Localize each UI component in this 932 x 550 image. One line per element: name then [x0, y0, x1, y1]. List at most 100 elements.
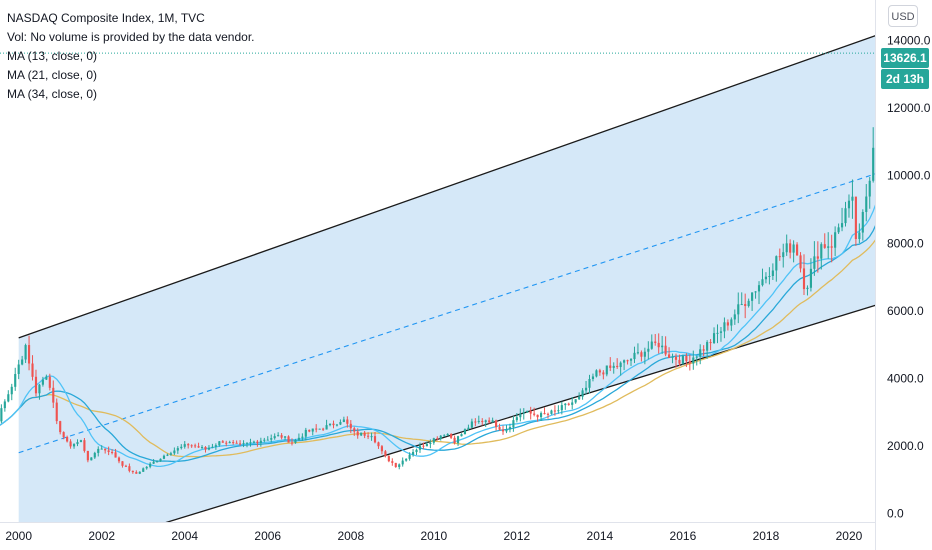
candle-body — [526, 410, 529, 413]
candle-body — [135, 472, 138, 474]
x-tick-label: 2008 — [337, 529, 364, 543]
candle-body — [550, 410, 553, 414]
candle-body — [609, 365, 612, 368]
candle-body — [290, 442, 294, 444]
candle-body — [557, 410, 560, 412]
x-tick-label: 2000 — [5, 529, 32, 543]
candle-body — [647, 348, 650, 352]
candle-body — [629, 359, 633, 361]
last-price-tag: 13626.1 — [881, 48, 929, 68]
candle-body — [529, 410, 532, 414]
candle-body — [45, 376, 48, 380]
candle-body — [325, 425, 328, 430]
candle-body — [162, 455, 166, 459]
candle-body — [785, 243, 788, 253]
legend-ma34[interactable]: MA (34, close, 0) — [7, 87, 98, 101]
candle-body — [837, 227, 840, 233]
candle-body — [650, 341, 653, 349]
candle-body — [560, 405, 563, 411]
candle-body — [59, 421, 62, 433]
candle-body — [733, 314, 736, 320]
candle-body — [221, 441, 224, 443]
countdown-tag: 2d 13h — [881, 69, 929, 89]
candle-body — [605, 365, 608, 375]
candle-body — [31, 363, 34, 377]
candle-body — [626, 360, 629, 362]
candle-body — [546, 413, 550, 415]
currency-button[interactable]: USD — [888, 5, 918, 27]
candle-body — [854, 196, 857, 240]
candle-body — [681, 356, 684, 364]
candle-body — [218, 441, 221, 446]
candle-body — [782, 252, 785, 258]
candle-body — [104, 448, 107, 451]
candle-body — [775, 256, 778, 271]
candle-body — [574, 399, 577, 403]
channel-fill — [18, 35, 875, 522]
candle-body — [114, 452, 117, 458]
candle-body — [439, 435, 442, 439]
candle-body — [408, 454, 411, 459]
candle-body — [654, 341, 657, 343]
candle-body — [315, 428, 318, 430]
candle-body — [858, 232, 861, 240]
legend-ma21[interactable]: MA (21, close, 0) — [7, 68, 98, 82]
candle-body — [107, 450, 110, 452]
x-tick-label: 2006 — [254, 529, 281, 543]
candle-body — [470, 421, 473, 428]
candle-body — [270, 438, 273, 440]
candle-body — [266, 439, 269, 441]
candle-body — [730, 319, 733, 326]
candle-body — [553, 410, 556, 412]
candle-body — [335, 424, 339, 426]
candle-body — [533, 413, 536, 415]
candle-body — [830, 246, 833, 248]
candle-body — [273, 436, 276, 439]
legend-ma13[interactable]: MA (13, close, 0) — [7, 49, 98, 63]
candle-body — [391, 461, 394, 463]
candle-body — [802, 268, 806, 290]
candle-body — [751, 292, 754, 301]
candle-body — [166, 454, 169, 456]
candle-body — [536, 414, 539, 418]
candle-body — [671, 356, 674, 358]
candle-body — [778, 256, 781, 258]
candle-body — [117, 457, 121, 462]
candle-body — [7, 394, 10, 402]
candle-body — [17, 364, 20, 375]
candle-body — [709, 342, 712, 344]
candle-body — [155, 461, 159, 463]
candle-body — [716, 332, 719, 334]
channel-lower-line — [165, 304, 875, 522]
x-tick-label: 2014 — [587, 529, 614, 543]
candle-body — [809, 268, 812, 288]
candle-body — [796, 244, 799, 256]
candle-body — [450, 433, 453, 438]
candle-body — [24, 345, 27, 360]
candle-body — [10, 386, 13, 395]
candle-body — [723, 322, 726, 332]
y-tick-label: 2000.0 — [887, 439, 924, 453]
candle-body — [861, 211, 864, 233]
candle-body — [792, 244, 795, 253]
candle-body — [124, 465, 127, 467]
candle-body — [425, 444, 428, 447]
candle-body — [865, 196, 868, 212]
candle-body — [55, 402, 58, 422]
candle-body — [225, 442, 228, 444]
candle-body — [806, 287, 809, 290]
candle-body — [83, 440, 86, 451]
candle-body — [86, 450, 89, 461]
candle-body — [501, 429, 505, 432]
candle-body — [771, 270, 774, 277]
candle-body — [259, 440, 262, 443]
ma13-line — [0, 204, 875, 468]
candle-body — [636, 352, 640, 354]
candle-body — [834, 232, 837, 248]
candle-body — [422, 445, 425, 447]
legend-title[interactable]: NASDAQ Composite Index, 1M, TVC — [7, 11, 205, 25]
candle-body — [239, 443, 242, 445]
candle-body — [301, 436, 304, 438]
y-tick-label: 12000.0 — [887, 101, 931, 115]
